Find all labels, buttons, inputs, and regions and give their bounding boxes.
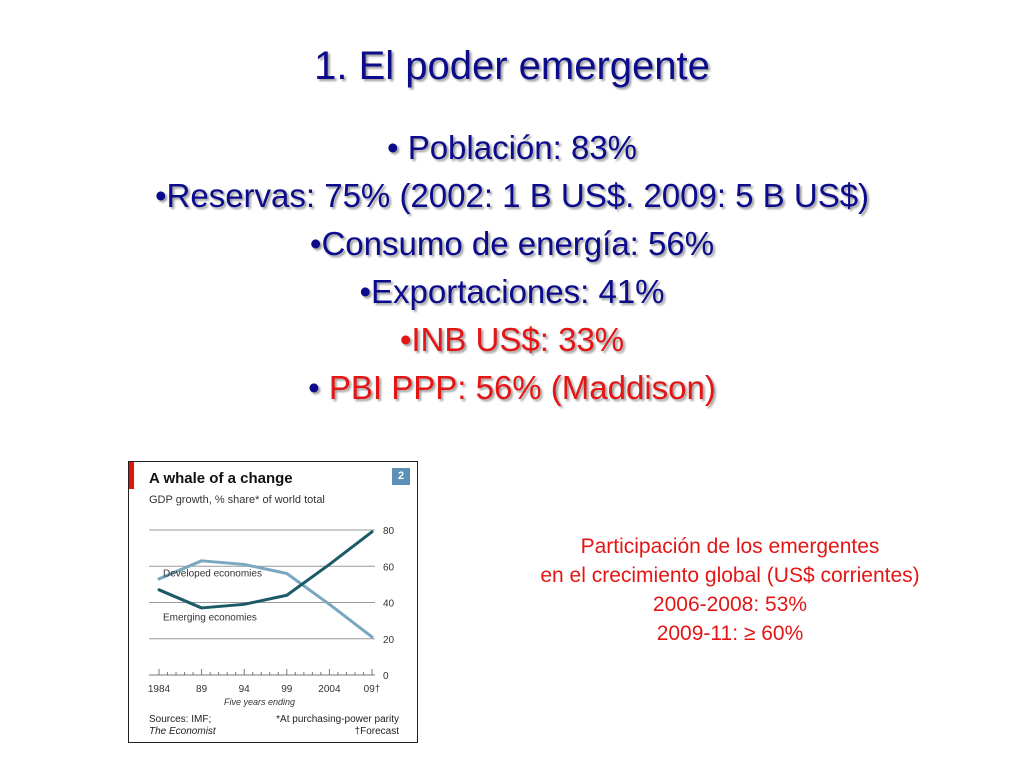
bullet-consumo-energia: •Consumo de energía: 56% [309,225,715,262]
slide-title: 1. El poder emergente [314,44,710,88]
chart-subtitle: GDP growth, % share* of world total [149,494,325,506]
y-tick-label-20: 20 [383,635,395,646]
chart-caption: Participación de los emergentes en el cr… [470,532,990,648]
x-tick-label-3: 99 [281,684,293,695]
bullet-reservas: •Reservas: 75% (2002: 1 B US$. 2009: 5 B… [154,177,870,214]
bullet-pbi-marker: • [308,369,329,406]
economist-chart: A whale of a change GDP growth, % share*… [128,461,418,743]
x-tick-label-2: 94 [239,684,251,695]
bullet-pbi-text: PBI PPP: 56% (Maddison) [328,369,716,406]
bullet-poblacion: • Población: 83% [386,129,638,166]
line-chart: 0 20 40 60 80 1984 89 94 99 2004 09† Five years end… [148,526,395,707]
footnote-ppp: *At purchasing-power parity [276,714,399,725]
chart-title: A whale of a change [149,470,293,487]
source-line-1: Sources: IMF; [149,714,212,725]
red-accent-bar [129,462,134,489]
caption-line-1: Participación de los emergentes [580,535,880,558]
x-tick-label-5: 09† [364,684,381,695]
bullet-pbi-ppp: • PBI PPP: 56% (Maddison) [0,364,1024,412]
chart-sources: Sources: IMF; The Economist [149,714,216,738]
source-line-2: The Economist [149,726,216,737]
y-tick-label-80: 80 [383,526,395,537]
chart-footnotes: *At purchasing-power parity †Forecast [276,714,399,738]
y-tick-label-40: 40 [383,599,395,610]
chart-number-badge: 2 [392,468,410,485]
caption-line-2: en el crecimiento global (US$ corrientes… [540,564,920,587]
series-line-emerging-economies [157,530,374,610]
x-axis-label: Five years ending [224,697,295,707]
x-tick-label-1: 89 [196,684,208,695]
series-label-emerging-economies: Emerging economies [163,613,257,624]
x-tick-label-4: 2004 [318,684,341,695]
x-tick-label-0: 1984 [148,684,171,695]
caption-line-3: 2006-2008: 53% [652,593,808,616]
y-tick-label-60: 60 [383,562,395,573]
bullet-exportaciones: •Exportaciones: 41% [359,273,665,310]
footnote-forecast: †Forecast [354,726,399,737]
caption-line-4: 2009-11: ≥ 60% [656,622,804,645]
bullet-list: • Población: 83% •Reservas: 75% (2002: 1… [0,124,1024,412]
series-line-developed-economies [157,559,374,639]
bullet-inb: •INB US$: 33% [399,321,625,358]
y-tick-label-0: 0 [383,671,389,682]
series-label-developed-economies: Developed economies [163,569,262,580]
